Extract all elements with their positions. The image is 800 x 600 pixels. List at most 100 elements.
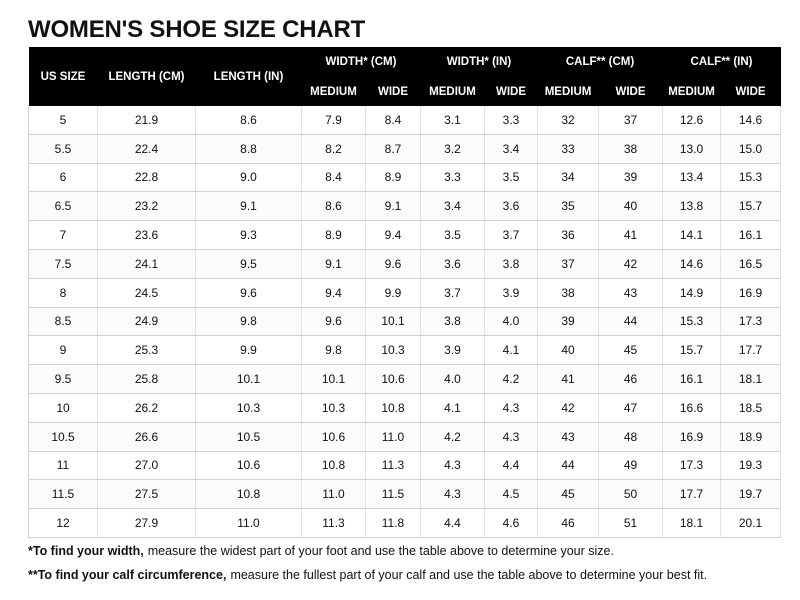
table-cell: 17.7 bbox=[662, 479, 722, 510]
column-subheader: MEDIUM bbox=[420, 77, 485, 106]
table-row: 6 22.8 9.0 8.4 8.9 3.3 3.5 34 39 13.4 15.3 bbox=[28, 163, 782, 193]
table-cell: 17.3 bbox=[720, 307, 782, 337]
table-row: 11.5 27.5 10.8 11.0 11.5 4.3 4.5 45 50 17.7 19.7 bbox=[28, 479, 782, 510]
table-cell: 7.9 bbox=[301, 106, 366, 135]
footnote: **To find your calf circumference, measur… bbox=[28, 567, 788, 584]
table-cell: 27.5 bbox=[97, 479, 196, 510]
table-cell: 16.6 bbox=[662, 393, 722, 423]
table-cell: 16.9 bbox=[662, 422, 722, 452]
table-cell: 8.4 bbox=[365, 106, 421, 135]
table-row: 12 27.9 11.0 11.3 11.8 4.4 4.6 46 51 18.1 20.1 bbox=[28, 508, 782, 538]
table-cell: 18.9 bbox=[720, 422, 782, 452]
table-cell: 4.0 bbox=[420, 364, 485, 394]
table-cell: 18.1 bbox=[662, 508, 722, 538]
column-group-header: WIDTH* (IN) bbox=[420, 47, 538, 77]
table-cell: 4.4 bbox=[420, 508, 485, 538]
table-cell: 49 bbox=[598, 451, 664, 481]
table-cell: 19.3 bbox=[720, 451, 782, 481]
footnotes: *To find your width, measure the widest p… bbox=[28, 543, 788, 591]
table-cell: 3.6 bbox=[420, 249, 485, 279]
table-cell: 23.6 bbox=[97, 220, 196, 250]
table-cell: 46 bbox=[598, 364, 664, 394]
table-cell: 39 bbox=[598, 163, 664, 193]
table-cell: 41 bbox=[537, 364, 600, 394]
table-cell: 35 bbox=[537, 191, 600, 222]
table-header: US SIZE LENGTH (CM) LENGTH (IN) WIDTH* (CM)… bbox=[28, 47, 781, 106]
title: WOMEN'S SHOE SIZE CHART bbox=[28, 16, 366, 43]
column-group-header: CALF** (CM) bbox=[537, 47, 663, 77]
footnote-lead: **To find your calf circumference, bbox=[28, 568, 227, 582]
table-cell: 11.3 bbox=[301, 508, 366, 538]
table-cell: 51 bbox=[598, 508, 664, 538]
table-cell: 7 bbox=[28, 220, 98, 250]
table-cell: 3.1 bbox=[420, 106, 485, 135]
table-cell: 38 bbox=[598, 134, 664, 164]
table-cell: 26.2 bbox=[97, 393, 196, 423]
header-row: US SIZE LENGTH (CM) LENGTH (IN) WIDTH* (CM)… bbox=[28, 47, 781, 106]
table-cell: 17.3 bbox=[662, 451, 722, 481]
table-cell: 11.5 bbox=[365, 479, 421, 510]
table-cell: 25.8 bbox=[97, 364, 196, 394]
table-cell: 4.2 bbox=[420, 422, 485, 452]
column-subheader: WIDE bbox=[484, 77, 538, 106]
table-cell: 27.0 bbox=[97, 451, 196, 481]
table-cell: 25.3 bbox=[97, 335, 196, 366]
table-cell: 8.4 bbox=[301, 163, 366, 193]
column-subheader: MEDIUM bbox=[662, 77, 721, 106]
table-cell: 10.5 bbox=[28, 422, 98, 452]
table-cell: 32 bbox=[537, 106, 600, 135]
table-cell: 4.6 bbox=[484, 508, 539, 538]
table-cell: 3.5 bbox=[420, 220, 485, 250]
table-row: 7.5 24.1 9.5 9.1 9.6 3.6 3.8 37 42 14.6 16.5 bbox=[28, 249, 782, 279]
table-cell: 9.4 bbox=[365, 220, 421, 250]
table-cell: 3.3 bbox=[420, 163, 485, 193]
table-cell: 3.9 bbox=[420, 335, 485, 366]
table-cell: 20.1 bbox=[720, 508, 782, 538]
table-cell: 11.0 bbox=[365, 422, 421, 452]
table-cell: 8.6 bbox=[195, 106, 302, 135]
table-cell: 40 bbox=[598, 191, 664, 222]
table-cell: 8.9 bbox=[365, 163, 421, 193]
table-cell: 10.1 bbox=[365, 307, 421, 337]
table-cell: 24.9 bbox=[97, 307, 196, 337]
table-cell: 3.8 bbox=[420, 307, 485, 337]
table-cell: 10.1 bbox=[301, 364, 366, 394]
table-cell: 5.5 bbox=[28, 134, 98, 164]
table-cell: 4.3 bbox=[484, 422, 539, 452]
table-cell: 9.5 bbox=[28, 364, 98, 394]
table-cell: 34 bbox=[537, 163, 600, 193]
table-cell: 10.6 bbox=[365, 364, 421, 394]
table-cell: 10.6 bbox=[195, 451, 302, 481]
table-cell: 12 bbox=[28, 508, 98, 538]
table-cell: 44 bbox=[598, 307, 664, 337]
table-cell: 18.1 bbox=[720, 364, 782, 394]
table-cell: 14.9 bbox=[662, 278, 722, 308]
column-subheader: MEDIUM bbox=[301, 77, 366, 106]
column-subheader: MEDIUM bbox=[537, 77, 599, 106]
column-header: LENGTH (CM) bbox=[97, 47, 196, 106]
table-cell: 24.5 bbox=[97, 278, 196, 308]
table-cell: 22.4 bbox=[97, 134, 196, 164]
table-cell: 9 bbox=[28, 335, 98, 366]
table-cell: 19.7 bbox=[720, 479, 782, 510]
table-cell: 11.0 bbox=[195, 508, 302, 538]
table-cell: 44 bbox=[537, 451, 600, 481]
table-cell: 46 bbox=[537, 508, 600, 538]
table-cell: 4.3 bbox=[484, 393, 539, 423]
table-cell: 11.3 bbox=[365, 451, 421, 481]
table-cell: 6.5 bbox=[28, 191, 98, 222]
table-cell: 9.3 bbox=[195, 220, 302, 250]
table-cell: 14.1 bbox=[662, 220, 722, 250]
table-cell: 13.0 bbox=[662, 134, 722, 164]
footnote-lead: *To find your width, bbox=[28, 544, 144, 558]
table-cell: 9.1 bbox=[195, 191, 302, 222]
table-cell: 41 bbox=[598, 220, 664, 250]
table-cell: 3.8 bbox=[484, 249, 539, 279]
table-cell: 7.5 bbox=[28, 249, 98, 279]
table-cell: 9.6 bbox=[301, 307, 366, 337]
table-cell: 16.1 bbox=[662, 364, 722, 394]
table-cell: 4.3 bbox=[420, 451, 485, 481]
column-group-header: WIDTH* (CM) bbox=[301, 47, 421, 77]
table-cell: 4.3 bbox=[420, 479, 485, 510]
table-cell: 11.8 bbox=[365, 508, 421, 538]
